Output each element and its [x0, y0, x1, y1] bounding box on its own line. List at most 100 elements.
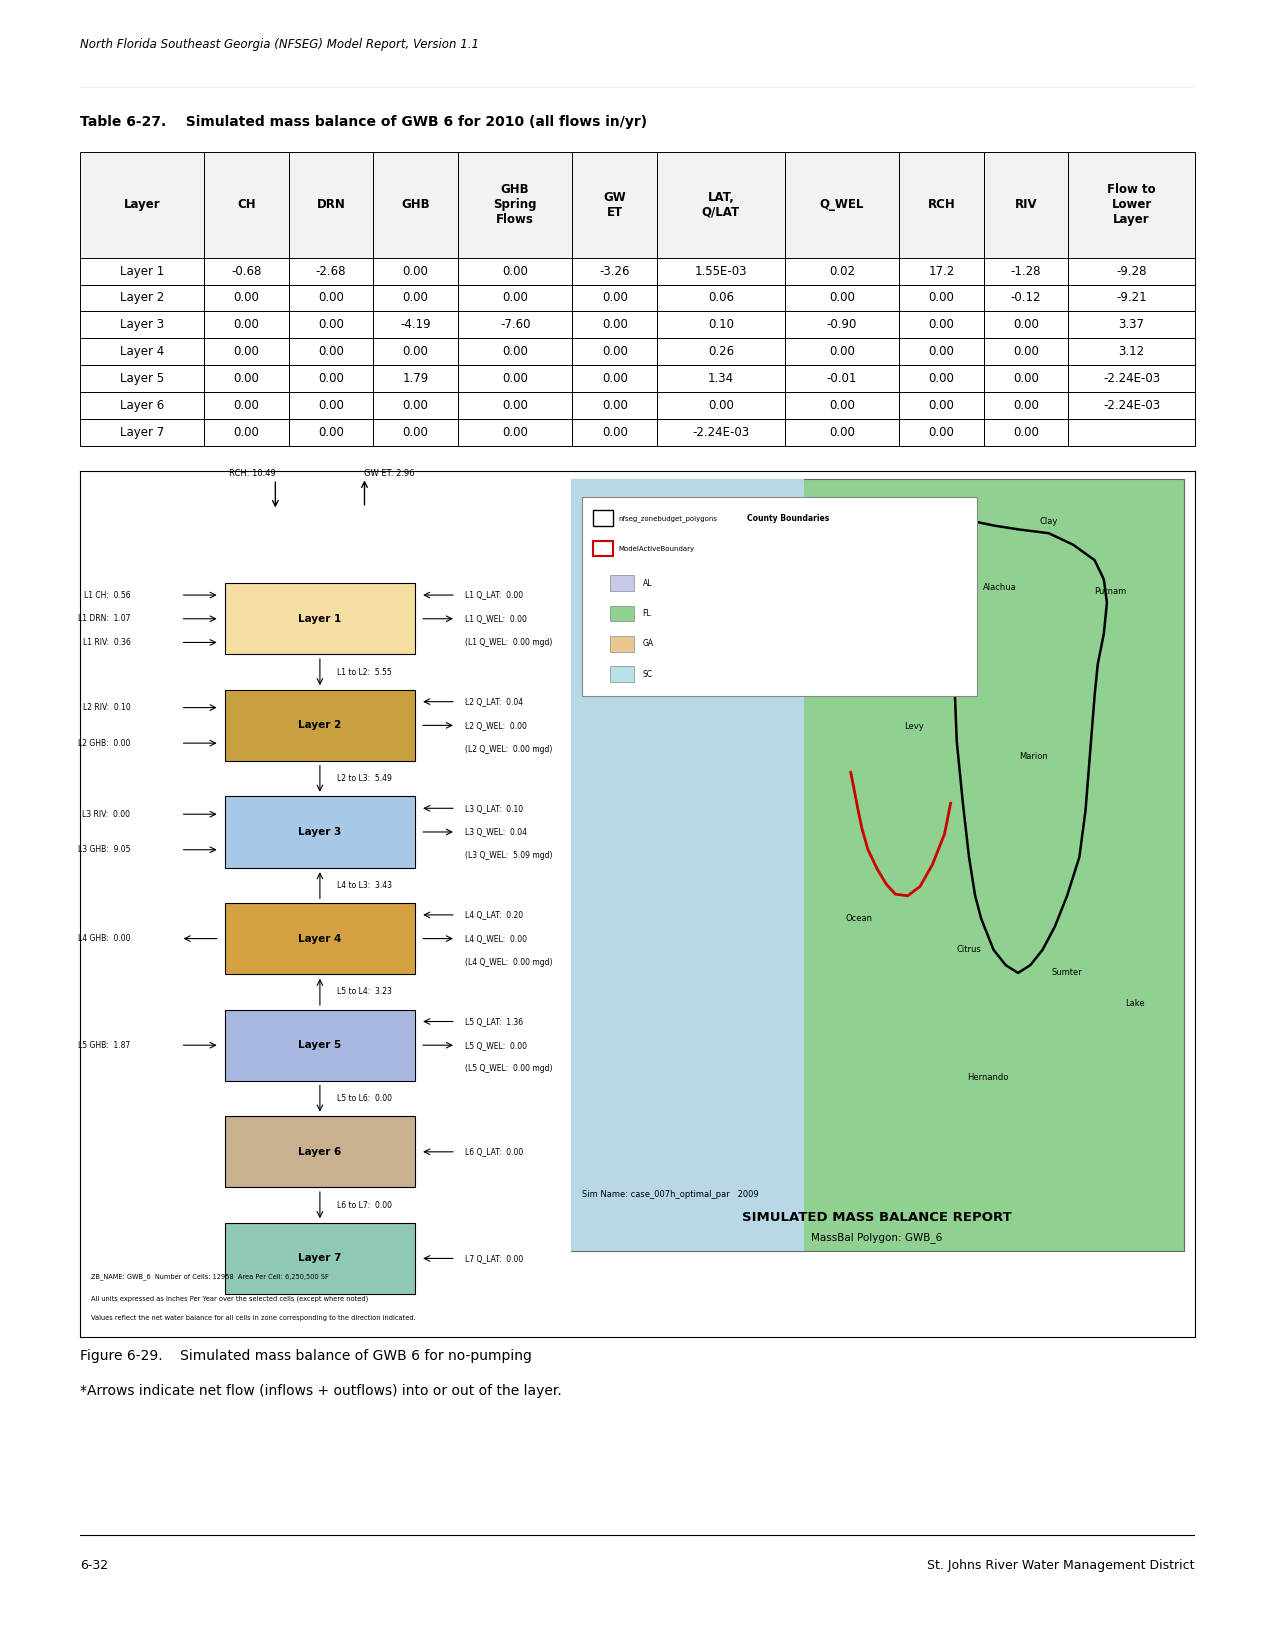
Bar	[571, 479, 1183, 1251]
Text: -2.24E-03: -2.24E-03	[1103, 400, 1160, 413]
Text: L4 GHB:  0.00: L4 GHB: 0.00	[78, 934, 130, 943]
Bar	[572, 365, 657, 391]
Bar	[374, 284, 458, 312]
Bar	[204, 152, 288, 258]
Bar	[226, 903, 414, 974]
Bar	[984, 284, 1068, 312]
Text: (L1 Q_WEL:  0.00 mgd): (L1 Q_WEL: 0.00 mgd)	[465, 637, 552, 647]
Text: AL: AL	[643, 580, 652, 588]
Bar	[984, 365, 1068, 391]
Bar	[458, 312, 572, 338]
Bar	[657, 284, 784, 312]
Text: Layer 4: Layer 4	[298, 933, 342, 944]
Text: nfseg_zonebudget_polygons: nfseg_zonebudget_polygons	[618, 515, 718, 522]
Text: 0.00: 0.00	[403, 292, 428, 304]
Text: DRN: DRN	[316, 198, 346, 211]
Bar	[458, 284, 572, 312]
Text: Sim Name: case_007h_optimal_par   2009: Sim Name: case_007h_optimal_par 2009	[581, 1190, 759, 1199]
Bar	[458, 365, 572, 391]
Text: L4 to L3:  3.43: L4 to L3: 3.43	[337, 880, 391, 890]
Text: L2 GHB:  0.00: L2 GHB: 0.00	[78, 738, 130, 748]
Text: L5 Q_LAT:  1.36: L5 Q_LAT: 1.36	[465, 1017, 523, 1025]
Text: 0.00: 0.00	[317, 319, 344, 332]
Text: L2 RIV:  0.10: L2 RIV: 0.10	[83, 703, 130, 712]
Bar	[204, 312, 288, 338]
Text: Layer 5: Layer 5	[120, 371, 164, 385]
Bar	[288, 338, 374, 365]
Bar	[657, 312, 784, 338]
Text: 0.00: 0.00	[829, 292, 854, 304]
Text: L6 to L7:  0.00: L6 to L7: 0.00	[337, 1200, 391, 1210]
Bar	[984, 391, 1068, 419]
Text: Layer 6: Layer 6	[120, 400, 164, 413]
Bar	[899, 312, 984, 338]
Bar	[458, 338, 572, 365]
Bar	[784, 312, 899, 338]
Text: ZB_NAME: GWB_6  Number of Cells: 12958  Area Per Cell: 6,250,500 SF: ZB_NAME: GWB_6 Number of Cells: 12958 Ar…	[92, 1273, 329, 1280]
Text: Layer 7: Layer 7	[298, 1253, 342, 1263]
Bar	[204, 338, 288, 365]
Bar	[226, 1116, 414, 1187]
Bar	[784, 338, 899, 365]
Text: CH: CH	[237, 198, 255, 211]
Text: 0.00: 0.00	[928, 319, 955, 332]
Text: 0.00: 0.00	[502, 264, 528, 277]
Text: L1 to L2:  5.55: L1 to L2: 5.55	[337, 667, 391, 677]
Text: Table 6-27.    Simulated mass balance of GWB 6 for 2010 (all flows in/yr): Table 6-27. Simulated mass balance of GW…	[80, 116, 648, 129]
Text: L5 Q_WEL:  0.00: L5 Q_WEL: 0.00	[465, 1040, 527, 1050]
Text: Layer 2: Layer 2	[298, 720, 342, 730]
Text: L1 RIV:  0.36: L1 RIV: 0.36	[83, 637, 130, 647]
Text: MassBal Polygon: GWB_6: MassBal Polygon: GWB_6	[811, 1232, 942, 1243]
Text: Layer 1: Layer 1	[120, 264, 164, 277]
Text: L2 to L3:  5.49: L2 to L3: 5.49	[337, 774, 391, 783]
Text: L3 Q_LAT:  0.10: L3 Q_LAT: 0.10	[465, 804, 523, 812]
Text: Marion: Marion	[1019, 753, 1048, 761]
Text: Layer 5: Layer 5	[298, 1040, 342, 1050]
Text: 0.00: 0.00	[1014, 426, 1039, 439]
Text: 1.34: 1.34	[708, 371, 734, 385]
Bar	[1068, 258, 1195, 284]
Text: 0.00: 0.00	[602, 371, 627, 385]
Bar	[609, 606, 634, 621]
Text: 0.00: 0.00	[602, 400, 627, 413]
Text: 0.00: 0.00	[928, 400, 955, 413]
Bar	[984, 338, 1068, 365]
Bar	[204, 258, 288, 284]
Text: 0.00: 0.00	[317, 400, 344, 413]
Bar	[899, 152, 984, 258]
Bar	[899, 419, 984, 446]
Text: 0.00: 0.00	[602, 426, 627, 439]
Text: Clay: Clay	[1039, 517, 1058, 527]
Text: -9.21: -9.21	[1116, 292, 1146, 304]
Bar	[80, 258, 204, 284]
Text: Figure 6-29.    Simulated mass balance of GWB 6 for no-pumping: Figure 6-29. Simulated mass balance of G…	[80, 1349, 532, 1364]
Text: 0.06: 0.06	[708, 292, 734, 304]
Text: Layer: Layer	[124, 198, 161, 211]
Bar	[572, 419, 657, 446]
Bar	[458, 152, 572, 258]
Text: (L5 Q_WEL:  0.00 mgd): (L5 Q_WEL: 0.00 mgd)	[465, 1065, 552, 1073]
Bar	[80, 338, 204, 365]
Text: 0.00: 0.00	[403, 400, 428, 413]
Bar	[458, 419, 572, 446]
Text: 0.00: 0.00	[403, 345, 428, 358]
Text: RCH: RCH	[928, 198, 955, 211]
Text: Layer 2: Layer 2	[120, 292, 164, 304]
Text: 0.00: 0.00	[233, 426, 259, 439]
Text: Ocean: Ocean	[845, 915, 872, 923]
Bar	[899, 391, 984, 419]
Bar	[374, 365, 458, 391]
Text: (L3 Q_WEL:  5.09 mgd): (L3 Q_WEL: 5.09 mgd)	[465, 852, 552, 860]
Text: 0.00: 0.00	[1014, 400, 1039, 413]
Bar	[226, 1223, 414, 1294]
Text: County Boundaries: County Boundaries	[747, 513, 829, 523]
Text: GA: GA	[643, 639, 654, 649]
Bar	[593, 542, 613, 556]
Text: 0.10: 0.10	[708, 319, 734, 332]
Text: 0.00: 0.00	[233, 345, 259, 358]
Text: Values reflect the net water balance for all cells in zone corresponding to the : Values reflect the net water balance for…	[92, 1316, 416, 1321]
Text: 0.00: 0.00	[233, 371, 259, 385]
Bar	[572, 312, 657, 338]
Bar	[374, 338, 458, 365]
Text: 17.2: 17.2	[928, 264, 955, 277]
